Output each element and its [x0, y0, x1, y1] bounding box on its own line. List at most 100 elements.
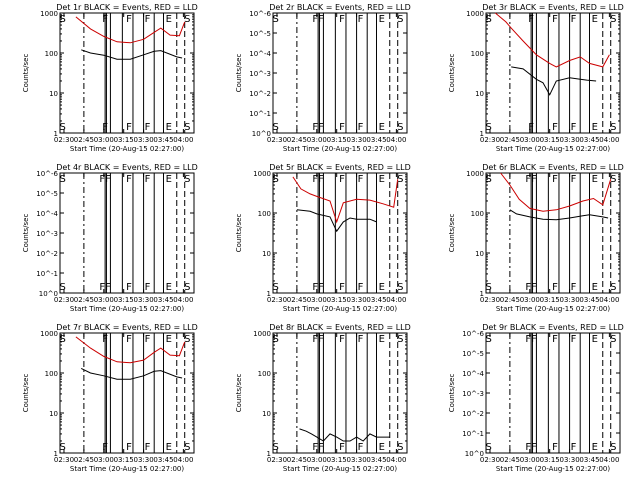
- y-tick-label: 10^-2: [249, 90, 271, 98]
- event-marker-top: F: [102, 334, 108, 345]
- event-marker-bottom: F: [552, 122, 558, 133]
- events-series-line: [299, 428, 390, 442]
- y-tick-label: 1000: [466, 170, 484, 178]
- x-tick-label: 02:45: [287, 456, 307, 464]
- y-axis-label: Counts/sec: [448, 374, 456, 413]
- x-tick-label: 02:30: [267, 456, 287, 464]
- y-tick-label: 1: [480, 130, 484, 138]
- chart-panel: Det 1r BLACK = Events, RED = LLD Counts/s…: [22, 3, 198, 153]
- chart-panel: Det 4r BLACK = Events, RED = LLD Counts/s…: [22, 163, 198, 313]
- event-marker-bottom: S: [485, 282, 491, 293]
- event-marker-top: E: [592, 14, 598, 25]
- x-tick-label: 02:45: [74, 456, 94, 464]
- y-tick-label: 100: [258, 210, 271, 218]
- x-tick-label: 03:00: [307, 296, 327, 304]
- x-tick-label: 02:30: [267, 296, 287, 304]
- event-marker-top: F: [339, 334, 345, 345]
- y-tick-label: 10^-5: [249, 30, 271, 38]
- y-tick-label: 10: [475, 90, 484, 98]
- x-tick-label: 03:00: [520, 296, 540, 304]
- event-marker-top: S: [485, 14, 491, 25]
- event-marker-bottom: F: [145, 122, 151, 133]
- event-marker-top: F: [126, 334, 132, 345]
- x-axis-label: Start Time (20-Aug-15 02:27:00): [70, 305, 184, 313]
- plot-frame: [485, 332, 621, 454]
- plot-frame: [59, 172, 195, 294]
- event-marker-top: F: [528, 14, 534, 25]
- event-marker-bottom: F: [358, 282, 364, 293]
- y-tick-label: 10^0: [252, 130, 271, 138]
- y-tick-label: 1: [267, 450, 271, 458]
- x-tick-label: 03:15: [540, 456, 560, 464]
- event-marker-top: FF: [312, 334, 324, 345]
- x-axis-label: Start Time (20-Aug-15 02:27:00): [496, 145, 610, 153]
- x-tick-label: 03:15: [327, 296, 347, 304]
- x-tick-label: 04:00: [173, 136, 193, 144]
- plot-frame: [59, 12, 195, 134]
- x-tick-label: 03:45: [366, 296, 386, 304]
- event-marker-top: F: [358, 334, 364, 345]
- event-marker-bottom: F: [145, 442, 151, 453]
- event-marker-top: FF: [312, 174, 324, 185]
- y-tick-label: 10^-2: [462, 410, 484, 418]
- y-tick-label: 10^-5: [36, 190, 58, 198]
- events-series-line: [511, 66, 597, 96]
- event-marker-bottom: S: [272, 122, 278, 133]
- x-tick-label: 03:45: [153, 136, 173, 144]
- y-tick-label: 1000: [253, 170, 271, 178]
- event-marker-bottom: FF: [312, 442, 324, 453]
- event-marker-bottom: S: [184, 442, 190, 453]
- x-tick-label: 03:15: [114, 456, 134, 464]
- chart-title: Det 1r BLACK = Events, RED = LLD: [56, 3, 198, 12]
- x-tick-label: 03:15: [327, 136, 347, 144]
- y-tick-label: 100: [471, 50, 484, 58]
- event-marker-bottom: S: [610, 122, 616, 133]
- chart-title: Det 2r BLACK = Events, RED = LLD: [269, 3, 411, 12]
- y-tick-label: 10^-1: [36, 270, 58, 278]
- x-tick-label: 03:45: [579, 136, 599, 144]
- event-marker-top: S: [59, 174, 65, 185]
- chart-panel: Det 2r BLACK = Events, RED = LLD Counts/s…: [235, 3, 411, 153]
- y-axis-label: Counts/sec: [235, 214, 243, 253]
- chart-title: Det 3r BLACK = Events, RED = LLD: [482, 3, 624, 12]
- event-marker-bottom: S: [59, 122, 65, 133]
- events-series-line: [296, 209, 377, 233]
- event-marker-bottom: F: [528, 122, 534, 133]
- y-tick-label: 10: [475, 250, 484, 258]
- x-tick-label: 02:30: [480, 296, 500, 304]
- y-tick-label: 10^0: [465, 450, 484, 458]
- event-marker-bottom: FF: [312, 282, 324, 293]
- y-tick-label: 10^-3: [462, 390, 484, 398]
- x-tick-label: 03:30: [133, 296, 153, 304]
- y-tick-label: 1000: [40, 330, 58, 338]
- plot-frame: [485, 172, 621, 294]
- event-marker-top: E: [379, 14, 385, 25]
- event-marker-top: S: [485, 334, 491, 345]
- event-marker-bottom: F: [102, 442, 108, 453]
- x-tick-label: 02:45: [500, 456, 520, 464]
- x-tick-label: 03:30: [133, 136, 153, 144]
- event-marker-top: S: [184, 334, 190, 345]
- event-marker-top: E: [379, 334, 385, 345]
- y-tick-label: 1: [54, 130, 58, 138]
- x-tick-label: 03:30: [346, 136, 366, 144]
- x-tick-label: 03:00: [307, 456, 327, 464]
- events-series-line: [81, 49, 183, 60]
- event-marker-bottom: F: [102, 122, 108, 133]
- x-tick-label: 03:45: [366, 456, 386, 464]
- y-tick-label: 10^-4: [462, 370, 484, 378]
- x-tick-label: 04:00: [173, 456, 193, 464]
- x-tick-label: 04:00: [599, 296, 619, 304]
- y-axis-label: Counts/sec: [235, 54, 243, 93]
- x-tick-label: 02:45: [74, 296, 94, 304]
- event-marker-bottom: F: [126, 282, 132, 293]
- event-marker-top: F: [145, 334, 151, 345]
- y-tick-label: 1: [267, 290, 271, 298]
- x-tick-label: 04:00: [173, 296, 193, 304]
- event-marker-bottom: E: [166, 282, 172, 293]
- plot-frame: [59, 332, 195, 454]
- event-marker-top: S: [184, 174, 190, 185]
- lld-series-line: [75, 16, 186, 44]
- event-marker-top: F: [571, 174, 577, 185]
- x-tick-label: 04:00: [599, 456, 619, 464]
